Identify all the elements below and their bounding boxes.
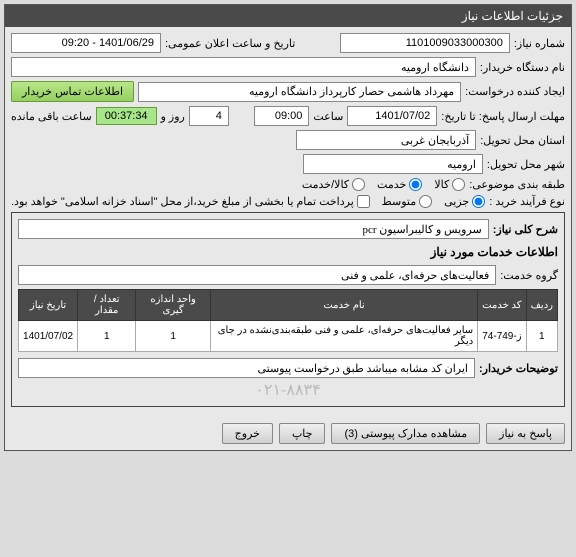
panel-body: شماره نیاز: 1101009033000300 تاریخ و ساع… (5, 27, 571, 417)
description-box: شرح کلی نیاز: اطلاعات خدمات مورد نیاز گر… (11, 212, 565, 407)
payment-note-option[interactable]: پرداخت تمام یا بخشی از مبلغ خرید،از محل … (11, 195, 370, 208)
deadline-date-value: 1401/07/02 (347, 106, 437, 126)
countdown-timer: 00:37:34 (96, 107, 157, 125)
exit-button[interactable]: خروج (222, 423, 273, 444)
process-minor-radio[interactable] (472, 195, 485, 208)
reply-button[interactable]: پاسخ به نیاز (486, 423, 565, 444)
days-left-value: 4 (189, 106, 229, 126)
announce-date-value: 1401/06/29 - 09:20 (11, 33, 161, 53)
category-radio-group: کالا خدمت کالا/خدمت (302, 178, 465, 191)
col-name: نام خدمت (210, 290, 477, 321)
cell-name: سایر فعالیت‌های حرفه‌ای، علمی و فنی طبقه… (210, 321, 477, 352)
province-value: آذربایجان غربی (296, 130, 476, 150)
process-medium-label: متوسط (382, 195, 417, 208)
category-service-label: خدمت (377, 178, 406, 191)
service-group-label: گروه خدمت: (500, 269, 558, 282)
col-unit: واحد اندازه گیری (136, 290, 210, 321)
remaining-label: ساعت باقی مانده (11, 110, 92, 123)
footer-buttons: پاسخ به نیاز مشاهده مدارک پیوستی (3) چاپ… (5, 417, 571, 450)
payment-note-label: پرداخت تمام یا بخشی از مبلغ خرید،از محل … (11, 195, 354, 208)
buyer-notes-label: توضیحات خریدار: (479, 362, 558, 375)
process-medium-option[interactable]: متوسط (382, 195, 433, 208)
desc-input[interactable] (18, 219, 489, 239)
watermark-phone: ۰۲۱-۸۸۳۴ (18, 380, 558, 400)
service-group-input[interactable] (18, 265, 496, 285)
category-goods-label: کالا (434, 178, 449, 191)
buyer-org-label: نام دستگاه خریدار: (480, 61, 565, 74)
print-button[interactable]: چاپ (279, 423, 326, 444)
attachments-button[interactable]: مشاهده مدارک پیوستی (3) (331, 423, 480, 444)
category-label: طبقه بندی موضوعی: (469, 178, 565, 191)
panel-title: جزئیات اطلاعات نیاز (5, 5, 571, 27)
process-radio-group: جزیی متوسط (382, 195, 486, 208)
announce-date-label: تاریخ و ساعت اعلان عمومی: (165, 37, 295, 50)
deadline-label: مهلت ارسال پاسخ: تا تاریخ: (441, 110, 565, 123)
category-goods-radio[interactable] (452, 178, 465, 191)
cell-qty: 1 (78, 321, 136, 352)
category-service-option[interactable]: خدمت (377, 178, 422, 191)
table-header-row: ردیف کد خدمت نام خدمت واحد اندازه گیری ت… (19, 290, 558, 321)
day-and-label: روز و (161, 110, 185, 123)
process-minor-label: جزیی (444, 195, 469, 208)
category-goods-option[interactable]: کالا (434, 178, 465, 191)
payment-note-checkbox[interactable] (357, 195, 370, 208)
buyer-notes-input[interactable] (18, 358, 475, 378)
details-panel: جزئیات اطلاعات نیاز شماره نیاز: 11010090… (4, 4, 572, 451)
services-section-title: اطلاعات خدمات مورد نیاز (18, 245, 558, 259)
cell-unit: 1 (136, 321, 210, 352)
cell-idx: 1 (526, 321, 557, 352)
city-label: شهر محل تحویل: (487, 158, 565, 171)
city-value: ارومیه (303, 154, 483, 174)
process-medium-radio[interactable] (419, 195, 432, 208)
desc-title-label: شرح کلی نیاز: (493, 223, 558, 236)
col-idx: ردیف (526, 290, 557, 321)
process-minor-option[interactable]: جزیی (444, 195, 485, 208)
buyer-org-value: دانشگاه ارومیه (11, 57, 476, 77)
contact-info-button[interactable]: اطلاعات تماس خریدار (11, 81, 134, 102)
col-date: تاریخ نیاز (19, 290, 78, 321)
request-no-value: 1101009033000300 (340, 33, 510, 53)
col-qty: تعداد / مقدار (78, 290, 136, 321)
category-both-option[interactable]: کالا/خدمت (302, 178, 365, 191)
services-table: ردیف کد خدمت نام خدمت واحد اندازه گیری ت… (18, 289, 558, 352)
table-row: 1 ز-749-74 سایر فعالیت‌های حرفه‌ای، علمی… (19, 321, 558, 352)
col-code: کد خدمت (478, 290, 526, 321)
deadline-time-value: 09:00 (254, 106, 309, 126)
category-both-label: کالا/خدمت (302, 178, 349, 191)
process-label: نوع فرآیند خرید : (489, 195, 565, 208)
cell-date: 1401/07/02 (19, 321, 78, 352)
creator-value: مهرداد هاشمی حصار کارپرداز دانشگاه ارومی… (138, 82, 461, 102)
cell-code: ز-749-74 (478, 321, 526, 352)
request-no-label: شماره نیاز: (514, 37, 565, 50)
creator-label: ایجاد کننده درخواست: (465, 85, 565, 98)
category-both-radio[interactable] (352, 178, 365, 191)
category-service-radio[interactable] (409, 178, 422, 191)
hour-label-1: ساعت (313, 110, 343, 123)
province-label: استان محل تحویل: (480, 134, 565, 147)
